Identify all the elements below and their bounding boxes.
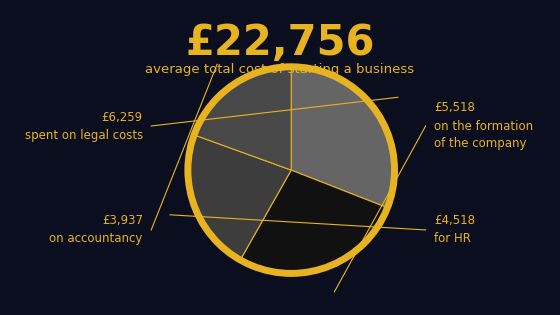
Text: average total cost of starting a business: average total cost of starting a busines… [146, 63, 414, 76]
Text: £6,259
spent on legal costs: £6,259 spent on legal costs [25, 111, 143, 141]
Text: £5,518
on the formation
of the company: £5,518 on the formation of the company [434, 101, 533, 151]
Text: £3,937
on accountancy: £3,937 on accountancy [49, 215, 143, 245]
Wedge shape [194, 67, 291, 170]
Wedge shape [291, 67, 394, 208]
Wedge shape [188, 135, 291, 260]
Wedge shape [240, 170, 388, 273]
Text: £4,518
for HR: £4,518 for HR [434, 215, 475, 245]
Text: £22,756: £22,756 [185, 22, 375, 64]
